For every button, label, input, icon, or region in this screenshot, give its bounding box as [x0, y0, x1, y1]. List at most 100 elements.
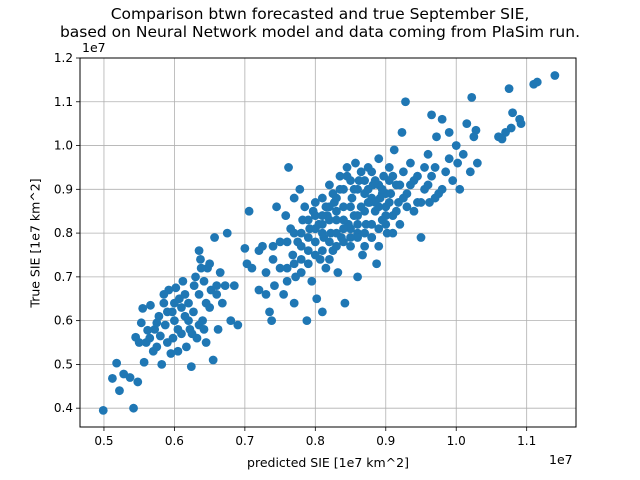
scatter-point	[268, 254, 278, 264]
y-tick-label: 0.9	[54, 182, 73, 196]
scatter-point	[222, 228, 232, 238]
scatter-point	[353, 211, 362, 220]
y-tick-label: 1.1	[54, 95, 73, 109]
scatter-point	[423, 180, 433, 190]
scatter-point	[401, 97, 410, 107]
scatter-point	[427, 110, 436, 120]
scatter-point	[342, 163, 352, 172]
scatter-point	[397, 128, 407, 137]
scatter-point	[402, 202, 412, 212]
scatter-point	[289, 228, 299, 238]
scatter-point	[296, 254, 306, 264]
y-tick-label: 1.2	[54, 51, 73, 65]
scatter-point	[370, 176, 380, 185]
scatter-point	[184, 316, 193, 326]
scatter-point	[215, 268, 225, 277]
scatter-point	[413, 198, 422, 207]
scatter-point	[325, 237, 334, 247]
scatter-point	[346, 176, 355, 185]
scatter-point	[212, 281, 222, 291]
scatter-point	[353, 272, 362, 282]
scatter-point	[296, 228, 306, 238]
scatter-point	[282, 276, 292, 286]
scatter-point	[125, 373, 135, 382]
scatter-point	[229, 281, 239, 291]
scatter-point	[181, 342, 191, 352]
scatter-point	[108, 374, 117, 383]
scatter-point	[395, 219, 405, 229]
scatter-point	[374, 241, 384, 251]
scatter-point	[303, 215, 313, 225]
scatter-point	[441, 167, 451, 177]
scatter-point	[353, 219, 362, 229]
scatter-point	[325, 215, 334, 225]
scatter-point	[381, 211, 391, 220]
scatter-point	[265, 307, 274, 317]
scatter-point	[152, 342, 162, 352]
scatter-point	[136, 318, 146, 328]
scatter-point	[217, 298, 227, 308]
scatter-point	[310, 211, 320, 220]
x-tick-label: 0.5	[94, 434, 113, 448]
y-tick-label: 0.4	[54, 401, 73, 415]
scatter-point	[321, 263, 331, 273]
scatter-point	[347, 193, 357, 203]
scatter-point	[199, 324, 209, 334]
x-tick-label: 1.0	[447, 434, 466, 448]
scatter-point	[339, 215, 348, 225]
scatter-point	[346, 202, 355, 212]
scatter-point	[317, 219, 327, 229]
scatter-point	[98, 405, 108, 415]
grid-lines	[80, 57, 576, 427]
scatter-point	[339, 237, 348, 247]
scatter-point	[279, 289, 289, 299]
scatter-point	[332, 228, 341, 238]
scatter-point	[196, 263, 206, 273]
scatter-point	[374, 224, 384, 234]
scatter-point	[213, 324, 223, 334]
scatter-point	[332, 241, 341, 251]
scatter-point	[388, 228, 398, 238]
x-tick-label: 0.7	[235, 434, 254, 448]
scatter-point	[289, 298, 299, 308]
scatter-point	[247, 263, 257, 273]
scatter-point	[173, 324, 183, 334]
scatter-point	[194, 246, 204, 255]
scatter-point	[550, 71, 560, 80]
scatter-point	[159, 289, 169, 299]
scatter-point	[465, 167, 475, 177]
scatter-point	[471, 125, 481, 135]
scatter-point	[166, 349, 176, 358]
scatter-point	[444, 154, 454, 164]
scatter-point	[508, 108, 517, 118]
y-axis-label: True SIE [1e7 km^2]	[27, 178, 43, 308]
scatter-point	[317, 193, 327, 203]
scatter-point	[180, 289, 190, 299]
y-offset-label: 1e7	[82, 40, 106, 55]
scatter-point	[310, 224, 320, 234]
scatter-point	[171, 283, 181, 293]
scatter-point	[506, 123, 516, 133]
scatter-point	[201, 338, 211, 347]
scatter-point	[295, 184, 305, 194]
scatter-point	[372, 259, 382, 269]
scatter-point	[384, 176, 394, 185]
scatter-point	[420, 163, 429, 172]
scatter-point	[339, 184, 348, 194]
scatter-point	[196, 254, 205, 264]
scatter-point	[423, 149, 433, 159]
scatter-point	[133, 377, 143, 387]
scatter-point	[363, 198, 373, 207]
scatter-point	[427, 171, 436, 181]
scatter-point	[430, 163, 440, 172]
y-axis-ticks: 0.4 0.5 0.6 0.7 0.8 0.9 1.0 1.1 1.2	[54, 51, 80, 415]
scatter-point	[254, 246, 264, 255]
scatter-point	[312, 294, 322, 304]
scatter-point	[155, 331, 165, 341]
x-axis-label: predicted SIE [1e7 km^2]	[247, 455, 409, 470]
scatter-point	[170, 298, 179, 308]
scatter-point	[303, 233, 313, 242]
scatter-point	[270, 281, 279, 291]
scatter-point	[160, 320, 170, 330]
scatter-point	[374, 154, 384, 164]
